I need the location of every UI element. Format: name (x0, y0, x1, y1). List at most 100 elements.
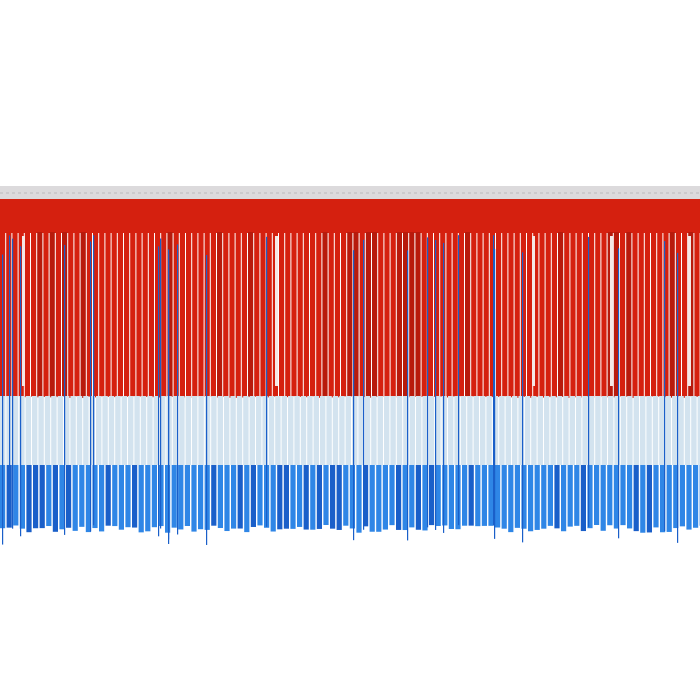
red-strand (260, 232, 266, 397)
red-strand (198, 232, 204, 397)
blue-strand (389, 465, 395, 526)
red-strand (192, 232, 198, 397)
white-strand (102, 396, 108, 465)
red-strand (514, 232, 520, 398)
white-strand (262, 396, 268, 465)
red-strand (303, 232, 309, 398)
blue-strand (105, 465, 111, 526)
blue-strand (481, 465, 487, 526)
red-strand (223, 232, 229, 397)
red-strand (533, 232, 539, 397)
red-strand (669, 232, 675, 398)
white-strand (25, 396, 31, 465)
white-strand (473, 396, 479, 465)
white-strand (313, 396, 319, 465)
blue-strand (165, 465, 171, 533)
blue-thread (618, 248, 620, 539)
white-strand (512, 396, 518, 465)
white-strand (409, 396, 415, 465)
white-strand (396, 396, 403, 465)
blue-strand (369, 465, 375, 532)
red-strand (458, 232, 464, 397)
blue-thread (588, 236, 590, 527)
blue-strand (396, 465, 402, 530)
blue-strand (488, 465, 494, 526)
blue-strand (224, 465, 230, 532)
blue-strand (666, 465, 672, 532)
blue-strand (633, 465, 639, 532)
red-strand (130, 232, 136, 397)
red-strand (644, 232, 650, 397)
white-strand (326, 396, 332, 465)
red-strand (638, 232, 644, 397)
white-strand (134, 396, 140, 465)
blue-strand (257, 465, 263, 526)
red-strand (620, 232, 626, 397)
white-strand (121, 396, 127, 465)
white-strand (505, 396, 511, 465)
white-strand (460, 396, 467, 465)
blue-strand (402, 465, 408, 531)
red-strand (74, 232, 80, 397)
blue-thread (2, 254, 4, 545)
red-strand (694, 232, 700, 397)
white-strand (544, 396, 550, 465)
white-strand (499, 396, 505, 465)
blue-strand (290, 465, 296, 529)
white-strand (268, 396, 275, 465)
red-strand (93, 232, 99, 398)
white-strand (339, 396, 345, 465)
white-strand (691, 396, 697, 465)
white-strand (352, 396, 358, 465)
blue-strand (495, 465, 501, 528)
blue-strand (310, 465, 316, 530)
blue-strand (620, 465, 626, 526)
blue-strand (178, 465, 184, 530)
blue-strand (138, 465, 144, 533)
white-strand (371, 396, 377, 465)
blue-strand (508, 465, 514, 533)
white-strand (32, 396, 38, 465)
red-strand (434, 232, 440, 397)
white-strand (576, 396, 582, 465)
white-strand (601, 396, 607, 465)
blue-strand (514, 465, 520, 528)
blue-strand (283, 465, 289, 529)
white-strand (390, 396, 396, 465)
red-strand (551, 232, 557, 398)
white-strand (230, 396, 236, 465)
blue-strand (92, 465, 98, 529)
white-strand (384, 396, 390, 465)
white-strand (192, 396, 198, 465)
blue-strand (356, 465, 362, 533)
blue-strand (468, 465, 474, 526)
blue-strand (46, 465, 52, 527)
white-strand (556, 396, 563, 465)
blue-strand (501, 465, 507, 529)
blue-strand (151, 465, 157, 528)
red-strand (217, 232, 223, 398)
red-strand (105, 232, 111, 397)
fringe-strands (0, 232, 700, 545)
red-strand (682, 232, 688, 398)
blue-strand (250, 465, 256, 527)
white-strand (236, 396, 243, 465)
white-strand (608, 396, 614, 465)
white-strand (358, 396, 364, 465)
white-strand (140, 396, 147, 465)
red-strand (347, 232, 353, 397)
blue-strand (217, 465, 223, 529)
blue-strand (171, 465, 177, 528)
blue-strand (600, 465, 606, 531)
red-strand (241, 232, 247, 398)
white-strand (524, 396, 531, 465)
blue-strand (521, 465, 527, 529)
red-strand (465, 232, 471, 397)
red-strand (589, 232, 595, 398)
white-strand (89, 396, 95, 465)
red-strand (421, 232, 427, 397)
blue-thread (160, 238, 162, 529)
red-strand (372, 232, 378, 397)
white-strand (281, 396, 287, 465)
red-strand (440, 232, 446, 397)
